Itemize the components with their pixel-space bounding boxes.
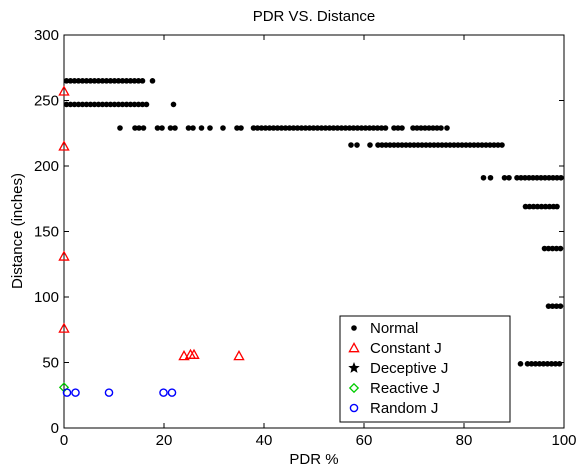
data-point-normal (171, 102, 177, 108)
data-point-normal (354, 142, 360, 148)
data-point-normal (348, 142, 354, 148)
data-point-normal (558, 303, 564, 309)
data-point-normal (159, 125, 165, 131)
legend-label-random-j: Random J (370, 400, 438, 417)
data-point-normal (558, 246, 564, 252)
data-point-normal (199, 125, 205, 131)
y-tick-label: 200 (34, 158, 59, 175)
data-point-normal (238, 125, 244, 131)
legend-label-deceptive-j: Deceptive J (370, 360, 448, 377)
data-point-normal (444, 125, 450, 131)
data-point-normal (557, 361, 563, 367)
data-point-normal (220, 125, 226, 131)
data-point-normal (488, 175, 494, 181)
y-tick-label: 100 (34, 289, 59, 306)
data-point-normal (518, 361, 524, 367)
legend-label-reactive-j: Reactive J (370, 380, 440, 397)
data-point-normal (506, 175, 512, 181)
x-tick-label: 40 (256, 432, 273, 449)
y-tick-label: 50 (42, 355, 59, 372)
legend: Normal Constant J Deceptive J Reactive J Ran… (340, 316, 510, 422)
data-point-normal (481, 175, 487, 181)
y-axis-label: Distance (inches) (9, 173, 26, 289)
data-point-normal (207, 125, 213, 131)
y-tick-label: 0 (51, 420, 59, 437)
y-tick-label: 150 (34, 224, 59, 241)
y-tick-label: 300 (34, 27, 59, 44)
data-point-normal (144, 102, 150, 108)
x-tick-label: 0 (60, 432, 68, 449)
data-point-normal (399, 125, 405, 131)
data-point-normal (172, 125, 178, 131)
data-point-normal (117, 125, 123, 131)
y-tick-label: 250 (34, 93, 59, 110)
data-point-normal (140, 78, 146, 84)
data-point-normal (438, 125, 444, 131)
x-tick-label: 80 (456, 432, 473, 449)
legend-label-normal: Normal (370, 320, 418, 337)
data-point-normal (554, 204, 560, 210)
legend-label-constant-j: Constant J (370, 340, 442, 357)
data-point-normal (150, 78, 156, 84)
x-tick-label: 100 (551, 432, 576, 449)
x-tick-label: 20 (156, 432, 173, 449)
data-point-normal (367, 142, 373, 148)
data-point-normal (383, 125, 389, 131)
data-point-normal (141, 125, 147, 131)
data-point-normal (190, 125, 196, 131)
data-point-normal (499, 142, 505, 148)
legend-marker-normal (351, 325, 357, 331)
data-point-normal (558, 175, 564, 181)
chart-title: PDR VS. Distance (253, 8, 376, 25)
x-tick-label: 60 (356, 432, 373, 449)
x-axis-label: PDR % (289, 451, 338, 468)
